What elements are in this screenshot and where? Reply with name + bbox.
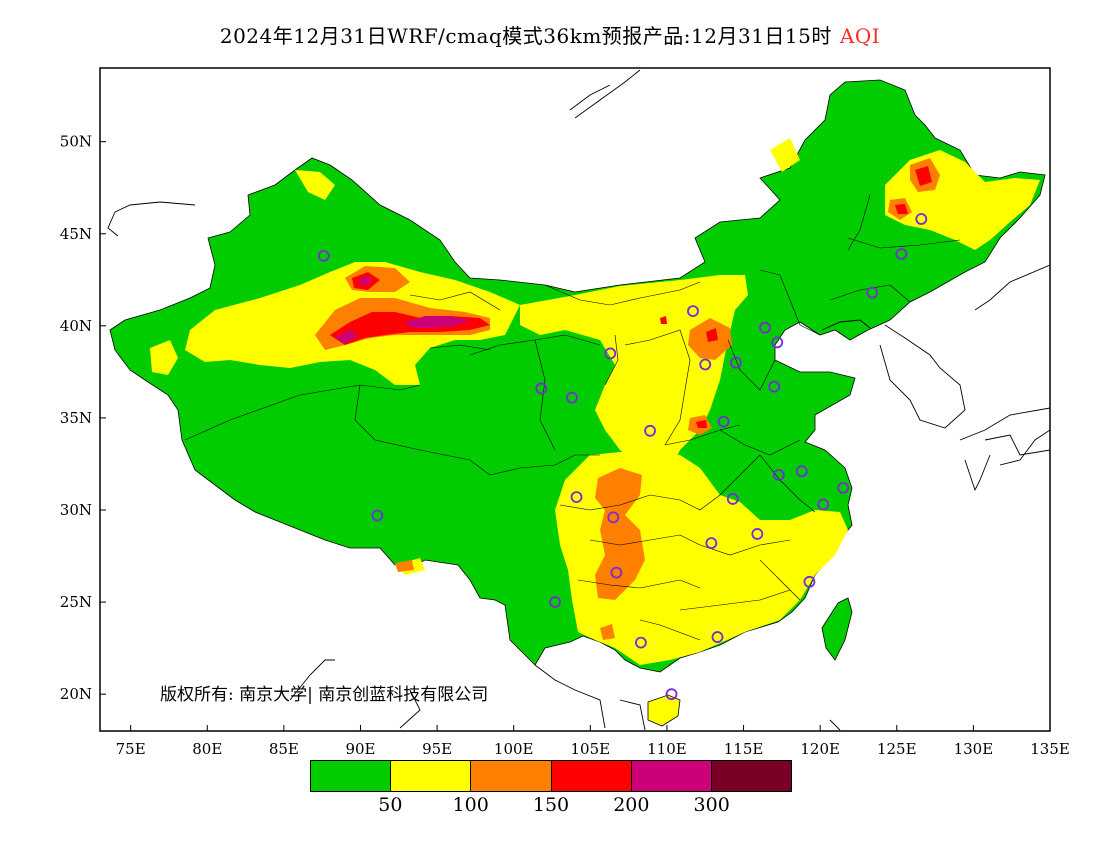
city-station-marker <box>895 248 908 260</box>
province-boundaries <box>184 194 961 641</box>
legend-swatch <box>471 761 552 791</box>
lon-tick-label: 90E <box>345 740 375 758</box>
aqi-zone-very-unhealthy <box>335 276 470 344</box>
city-station-marker <box>771 336 784 349</box>
lon-tick-label: 135E <box>1030 740 1070 758</box>
city-station-marker <box>570 491 583 504</box>
pollutant-label: AQI <box>839 24 881 48</box>
legend-swatch <box>391 761 472 791</box>
city-station-marker <box>371 509 384 522</box>
lon-tick-label: 125E <box>877 740 917 758</box>
longitude-axis: 75E 80E 85E 90E 95E 100E 105E 110E 115E 120E 125E 1… <box>116 725 1070 758</box>
city-station-marker <box>837 481 850 494</box>
latitude-axis: 50N 45N 40N 35N 30N 25N 20N <box>60 133 106 703</box>
lat-tick-label: 35N <box>60 409 92 427</box>
map-plot-area <box>107 69 1050 731</box>
city-station-marker <box>751 528 764 540</box>
legend-swatch <box>311 761 392 791</box>
city-station-marker <box>665 688 678 701</box>
city-station-marker <box>604 347 617 360</box>
hainan <box>647 694 681 727</box>
city-station-marker <box>317 249 330 262</box>
legend-swatch <box>551 761 632 791</box>
city-station-marker <box>610 566 623 579</box>
lon-tick-label: 80E <box>192 740 222 758</box>
lat-tick-label: 45N <box>60 225 92 243</box>
lon-tick-label: 95E <box>422 740 452 758</box>
city-station-marker <box>915 213 928 225</box>
city-station-marker <box>644 424 656 437</box>
map-title: 2024年12月31日WRF/cmaq模式36km预报产品:12月31日15时 A… <box>0 20 1100 49</box>
lon-tick-label: 130E <box>954 740 994 758</box>
lat-tick-label: 50N <box>60 133 92 151</box>
legend-threshold-label: 300 <box>693 794 730 816</box>
map-frame <box>99 67 1051 732</box>
station-markers <box>317 213 928 701</box>
legend-threshold-label: 50 <box>378 794 403 816</box>
legend-swatch <box>631 761 712 791</box>
city-station-marker <box>634 636 647 649</box>
lon-tick-label: 110E <box>647 740 687 758</box>
city-station-marker <box>759 321 771 334</box>
city-station-marker <box>726 493 739 505</box>
city-station-marker <box>566 391 578 404</box>
city-station-marker <box>866 286 879 299</box>
lat-tick-label: 40N <box>60 317 92 335</box>
city-station-marker <box>717 415 730 428</box>
city-station-marker <box>817 498 830 511</box>
aqi-color-legend <box>310 760 792 792</box>
city-station-marker <box>768 380 781 393</box>
legend-threshold-label: 200 <box>613 794 650 816</box>
copyright-notice: 版权所有: 南京大学| 南京创蓝科技有限公司 <box>160 685 489 705</box>
city-station-marker <box>795 465 808 478</box>
lon-tick-label: 120E <box>800 740 840 758</box>
lat-tick-label: 25N <box>60 593 92 611</box>
title-text: 2024年12月31日WRF/cmaq模式36km预报产品:12月31日15时 <box>219 24 832 48</box>
city-station-marker <box>549 596 561 608</box>
lat-tick-label: 20N <box>60 685 92 703</box>
lon-tick-label: 85E <box>269 740 299 758</box>
city-station-marker <box>729 356 742 369</box>
legend-threshold-label: 100 <box>452 794 489 816</box>
city-station-marker <box>803 575 816 588</box>
lon-tick-label: 100E <box>494 740 534 758</box>
city-station-marker <box>687 305 699 318</box>
city-station-marker <box>699 358 712 371</box>
city-station-marker <box>607 511 620 524</box>
city-station-marker <box>772 469 785 481</box>
city-station-marker <box>535 382 548 395</box>
city-station-marker <box>711 631 724 643</box>
city-station-marker <box>705 537 718 550</box>
coastlines <box>107 69 1050 731</box>
taiwan <box>821 597 853 661</box>
lon-tick-label: 75E <box>116 740 146 758</box>
lon-tick-label: 115E <box>724 740 764 758</box>
legend-swatch <box>711 761 792 791</box>
lat-tick-label: 30N <box>60 501 92 519</box>
legend-threshold-label: 150 <box>532 794 570 816</box>
lon-tick-label: 105E <box>571 740 611 758</box>
